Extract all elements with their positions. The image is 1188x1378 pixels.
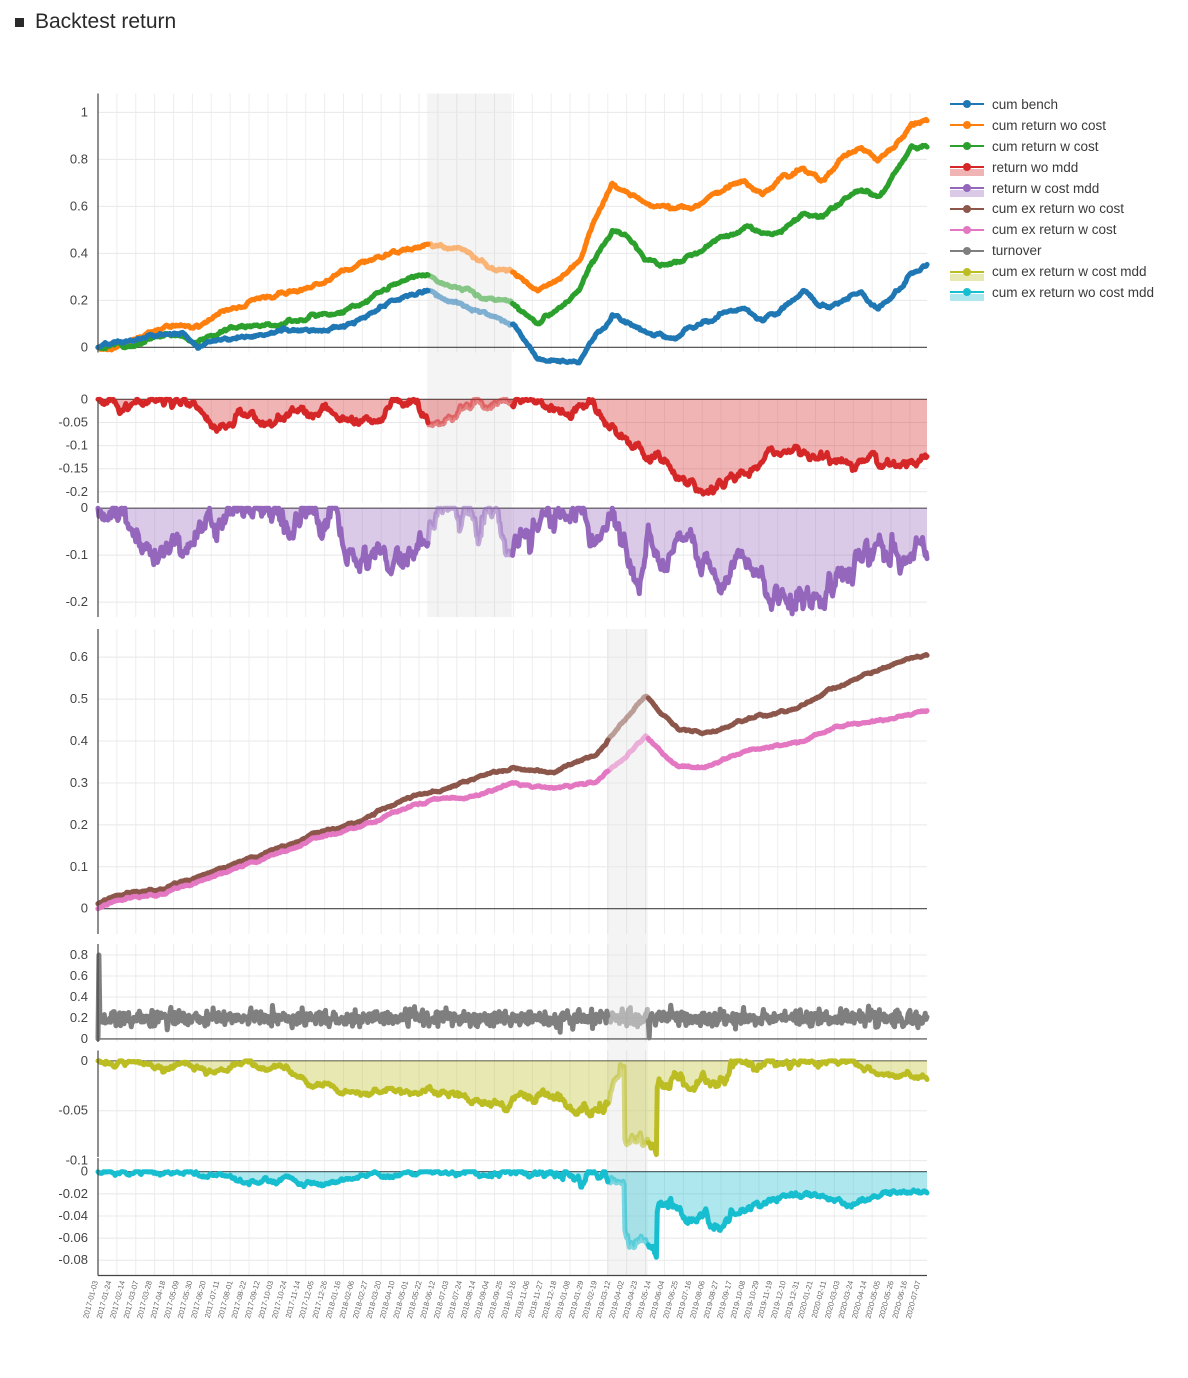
svg-text:0.6: 0.6 (70, 198, 88, 213)
svg-text:0.6: 0.6 (70, 968, 88, 983)
svg-text:0: 0 (81, 901, 88, 916)
svg-text:0.8: 0.8 (70, 151, 88, 166)
svg-text:0.4: 0.4 (70, 989, 88, 1004)
svg-text:-0.1: -0.1 (66, 547, 88, 562)
svg-text:-0.04: -0.04 (58, 1208, 88, 1223)
svg-text:0: 0 (81, 1164, 88, 1179)
svg-text:-0.2: -0.2 (66, 484, 88, 499)
svg-text:-0.08: -0.08 (58, 1252, 88, 1267)
svg-text:0: 0 (81, 1053, 88, 1068)
svg-text:0.2: 0.2 (70, 1010, 88, 1025)
svg-text:0: 0 (81, 500, 88, 515)
svg-text:-0.05: -0.05 (58, 1103, 88, 1118)
svg-text:0.2: 0.2 (70, 817, 88, 832)
svg-text:0.6: 0.6 (70, 649, 88, 664)
svg-text:0.2: 0.2 (70, 292, 88, 307)
svg-text:-0.2: -0.2 (66, 594, 88, 609)
svg-text:0.4: 0.4 (70, 733, 88, 748)
svg-text:-0.02: -0.02 (58, 1186, 88, 1201)
svg-text:0.8: 0.8 (70, 947, 88, 962)
svg-text:-0.05: -0.05 (58, 414, 88, 429)
svg-text:0: 0 (81, 339, 88, 354)
svg-text:0: 0 (81, 391, 88, 406)
svg-text:-0.06: -0.06 (58, 1230, 88, 1245)
svg-text:1: 1 (81, 104, 88, 119)
svg-text:0: 0 (81, 1031, 88, 1046)
svg-text:-0.1: -0.1 (66, 438, 88, 453)
svg-text:0.4: 0.4 (70, 245, 88, 260)
svg-text:0.3: 0.3 (70, 775, 88, 790)
svg-text:0.5: 0.5 (70, 691, 88, 706)
svg-text:0.1: 0.1 (70, 859, 88, 874)
svg-text:-0.15: -0.15 (58, 461, 88, 476)
